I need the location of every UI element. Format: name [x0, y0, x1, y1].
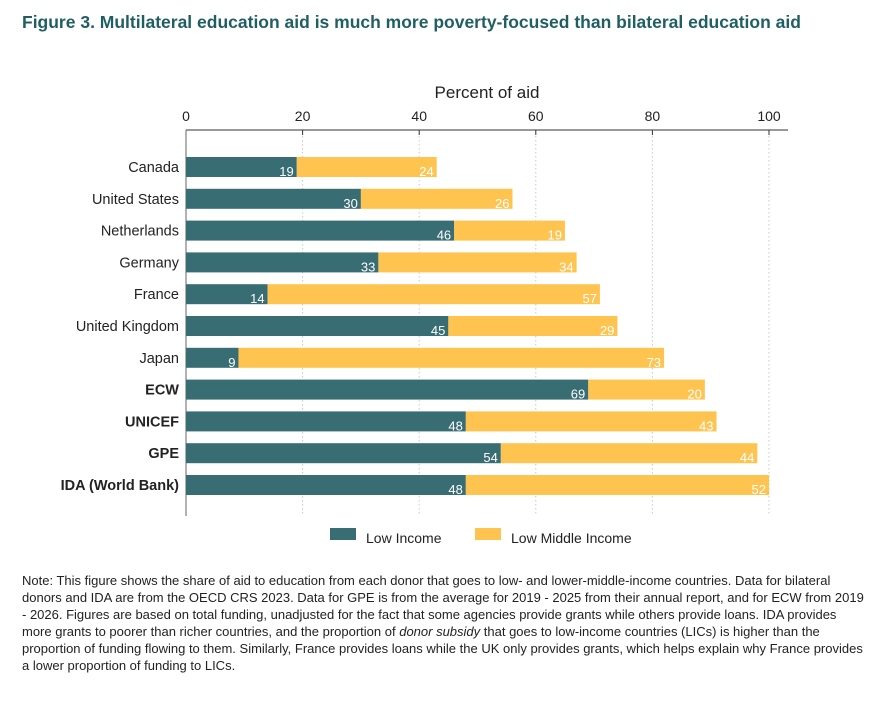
category-label: Japan [139, 351, 179, 367]
bar-segment [186, 411, 466, 432]
data-label: 19 [547, 228, 561, 243]
figure-note: Note: This figure shows the share of aid… [22, 572, 864, 674]
x-tick-label: 80 [645, 108, 661, 124]
bar-segment [360, 188, 513, 209]
x-tick-label: 40 [411, 108, 427, 124]
x-tick-label: 0 [182, 108, 190, 124]
bar-segment [186, 252, 379, 273]
x-tick-label: 100 [757, 108, 781, 124]
bar-segment [186, 443, 501, 464]
data-label: 9 [228, 355, 235, 370]
bar-segment [500, 443, 758, 464]
legend-label: Low Middle Income [511, 530, 632, 546]
note-text-1: Note: This figure shows the share of aid… [22, 573, 864, 639]
data-label: 20 [687, 387, 701, 402]
data-label: 45 [431, 323, 445, 338]
x-axis-label: Percent of aid [435, 83, 540, 102]
bar-segment [465, 475, 769, 495]
bar-segment [186, 157, 297, 177]
note-emphasis: donor subsidy [399, 624, 481, 639]
data-label: 43 [699, 418, 713, 433]
category-label: United Kingdom [76, 319, 179, 335]
category-label: France [134, 287, 179, 303]
data-label: 48 [448, 418, 462, 433]
data-label: 30 [343, 196, 357, 211]
data-label: 14 [250, 291, 264, 306]
data-label: 24 [419, 164, 433, 179]
bar-segment [296, 157, 437, 177]
data-label: 34 [559, 259, 573, 274]
x-tick-label: 20 [295, 108, 311, 124]
bar-segment [186, 316, 449, 336]
bar-segment [186, 347, 239, 368]
data-label: 26 [495, 196, 509, 211]
figure-title: Figure 3. Multilateral education aid is … [22, 12, 801, 32]
data-label: 29 [600, 323, 614, 338]
legend-swatch [475, 528, 501, 540]
legend: Low Income Low Middle Income [330, 528, 632, 546]
bar-segment [186, 220, 455, 241]
data-label: 19 [279, 164, 293, 179]
category-label: GPE [148, 446, 179, 462]
bar-segment [186, 188, 361, 209]
category-label: Netherlands [101, 224, 179, 240]
category-label: Germany [119, 255, 179, 271]
bar-segment [465, 411, 717, 432]
x-tick-label: 60 [528, 108, 544, 124]
legend-label: Low Income [366, 530, 442, 546]
legend-swatch [330, 528, 356, 540]
category-label: United States [92, 192, 179, 208]
bar-segment [448, 316, 618, 336]
category-label: UNICEF [125, 414, 179, 430]
bar-segment [588, 379, 705, 400]
bar-segment [186, 284, 268, 305]
category-label: Canada [128, 160, 180, 176]
category-labels: Canada United States Netherlands Germany Fra… [61, 160, 180, 494]
data-label: 54 [483, 450, 497, 465]
data-label: 73 [647, 355, 661, 370]
data-label: 69 [571, 387, 585, 402]
category-label: ECW [145, 383, 179, 399]
note-text-2: that goes to low-income countries (LICs)… [22, 624, 863, 673]
data-label: 46 [437, 228, 451, 243]
bar-segment [186, 379, 589, 400]
data-label: 48 [448, 482, 462, 497]
x-axis-ticks: 0 20 40 60 80 100 [182, 108, 781, 135]
bars: 19 24 30 26 46 19 33 34 14 57 45 29 9 73 69 20 48 43 54 44 4… [186, 157, 769, 497]
category-label: IDA (World Bank) [61, 478, 180, 494]
data-label: 33 [361, 259, 375, 274]
data-label: 57 [582, 291, 596, 306]
bar-segment [238, 347, 665, 368]
data-label: 44 [740, 450, 754, 465]
bar-segment [186, 475, 466, 495]
bar-segment [378, 252, 577, 273]
bar-segment [267, 284, 600, 305]
data-label: 52 [752, 482, 766, 497]
bar-segment [454, 220, 565, 241]
